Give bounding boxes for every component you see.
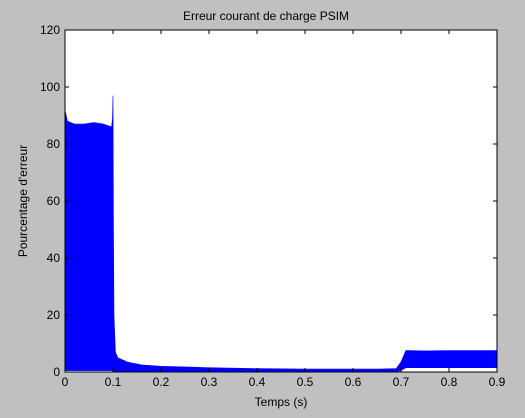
y-tick-label: 40 (47, 251, 61, 265)
x-axis: 0 0.1 0.2 0.3 0.4 0.5 0.6 0.7 0.8 0.9 (62, 30, 506, 389)
y-tick-label: 60 (47, 194, 61, 208)
x-axis-label: Temps (s) (255, 395, 308, 409)
y-axis-label: Pourcentage d'erreur (16, 145, 30, 257)
x-tick-label: 0.8 (441, 375, 458, 389)
x-tick-label: 0 (62, 375, 69, 389)
x-tick-label: 0.2 (153, 375, 170, 389)
x-tick-label: 0.1 (105, 375, 122, 389)
y-tick-label: 80 (47, 137, 61, 151)
x-tick-label: 0.9 (489, 375, 506, 389)
y-tick-label: 20 (47, 308, 61, 322)
y-tick-label: 100 (40, 80, 60, 94)
x-tick-label: 0.3 (201, 375, 218, 389)
x-tick-label: 0.7 (393, 375, 410, 389)
y-tick-label: 120 (40, 23, 60, 37)
chart-title: Erreur courant de charge PSIM (183, 9, 349, 23)
x-tick-label: 0.4 (249, 375, 266, 389)
x-tick-label: 0.6 (345, 375, 362, 389)
plot-area (65, 30, 497, 372)
y-tick-label: 0 (53, 365, 60, 379)
y-axis: 0 20 40 60 80 100 120 (40, 23, 497, 379)
x-tick-label: 0.5 (297, 375, 314, 389)
